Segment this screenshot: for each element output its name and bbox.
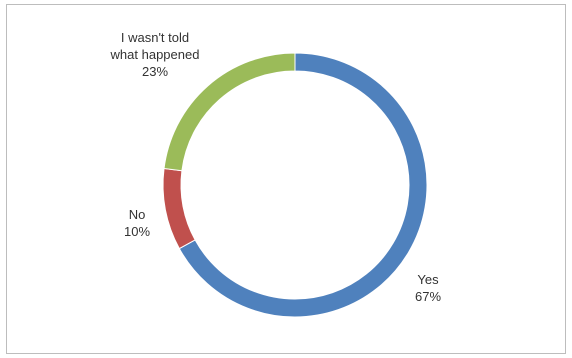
slice-value-label: 10%: [124, 224, 150, 239]
slice-label-0: Yes 67%: [415, 272, 441, 304]
donut-slice-i-wasn-t-told-what-happened: [163, 52, 296, 172]
slice-label-1: No 10%: [124, 207, 150, 239]
slice-category-label: No: [129, 207, 146, 222]
slice-label-2: I wasn't told what happened 23%: [110, 30, 200, 79]
slice-value-label: 23%: [142, 64, 168, 79]
slice-category-label: I wasn't told: [121, 30, 189, 45]
slice-category-label: what happened: [110, 47, 200, 62]
slice-category-label: Yes: [417, 272, 439, 287]
donut-slice-yes: [178, 52, 428, 318]
donut-slices: [162, 52, 428, 318]
slice-labels: Yes 67% No 10% I wasn't told what happened 23%: [110, 30, 442, 304]
donut-slice-no: [162, 167, 196, 250]
slice-value-label: 67%: [415, 289, 441, 304]
